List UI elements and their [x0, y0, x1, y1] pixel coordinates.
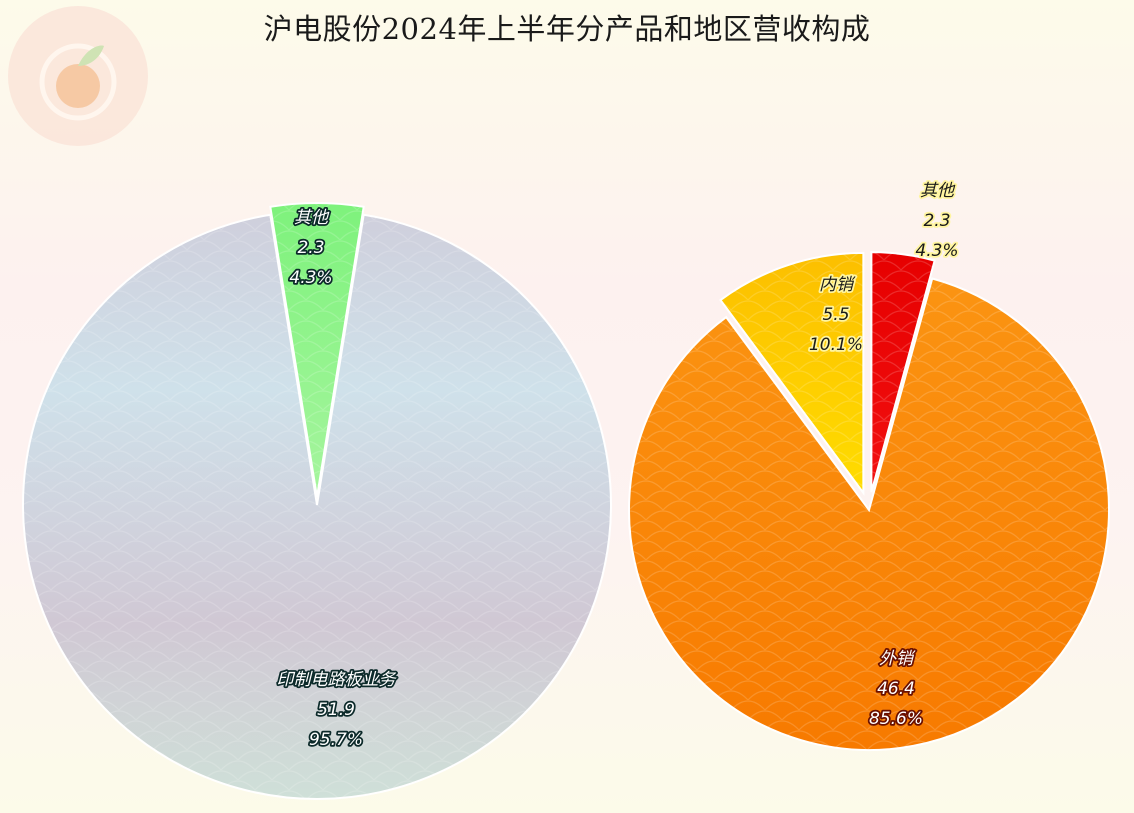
slice-label-percent: 4.3%	[915, 241, 958, 261]
slice-label-label: 其他	[920, 181, 956, 201]
slice-label-label: 内销	[819, 275, 856, 295]
slice-label-value: 51.9	[317, 700, 355, 720]
slice-label-percent: 10.1%	[809, 335, 863, 355]
pie-slice-texture	[23, 214, 612, 799]
pie-slice-texture	[871, 252, 935, 493]
slice-label-label: 印制电路板业务	[277, 670, 398, 690]
slice-label-label: 其他	[294, 208, 330, 228]
pie-slice-texture	[270, 203, 364, 497]
slice-label-percent: 85.6%	[869, 709, 923, 729]
product-pie: 印制电路板业务 51.9 95.7% 其他 2.3 4.3%	[22, 202, 612, 800]
brand-logo-icon	[8, 6, 148, 146]
slice-label-percent: 4.3%	[289, 268, 332, 288]
slice-label-value: 2.3	[923, 211, 950, 231]
chart-title: 沪电股份2024年上半年分产品和地区营收构成	[263, 12, 871, 46]
pie-slice-texture	[629, 278, 1109, 750]
slice-label-value: 2.3	[297, 238, 324, 258]
slice-label-value: 5.5	[822, 305, 849, 325]
slice-label-value: 46.4	[877, 679, 915, 699]
region-pie: 外销 46.4 85.6% 内销 5.5 10.1% 其他 2.3 4.3%	[628, 179, 1110, 751]
slice-label-label: 外销	[879, 649, 916, 669]
slice-label-percent: 95.7%	[309, 730, 363, 750]
pie-slice-texture	[720, 252, 864, 493]
